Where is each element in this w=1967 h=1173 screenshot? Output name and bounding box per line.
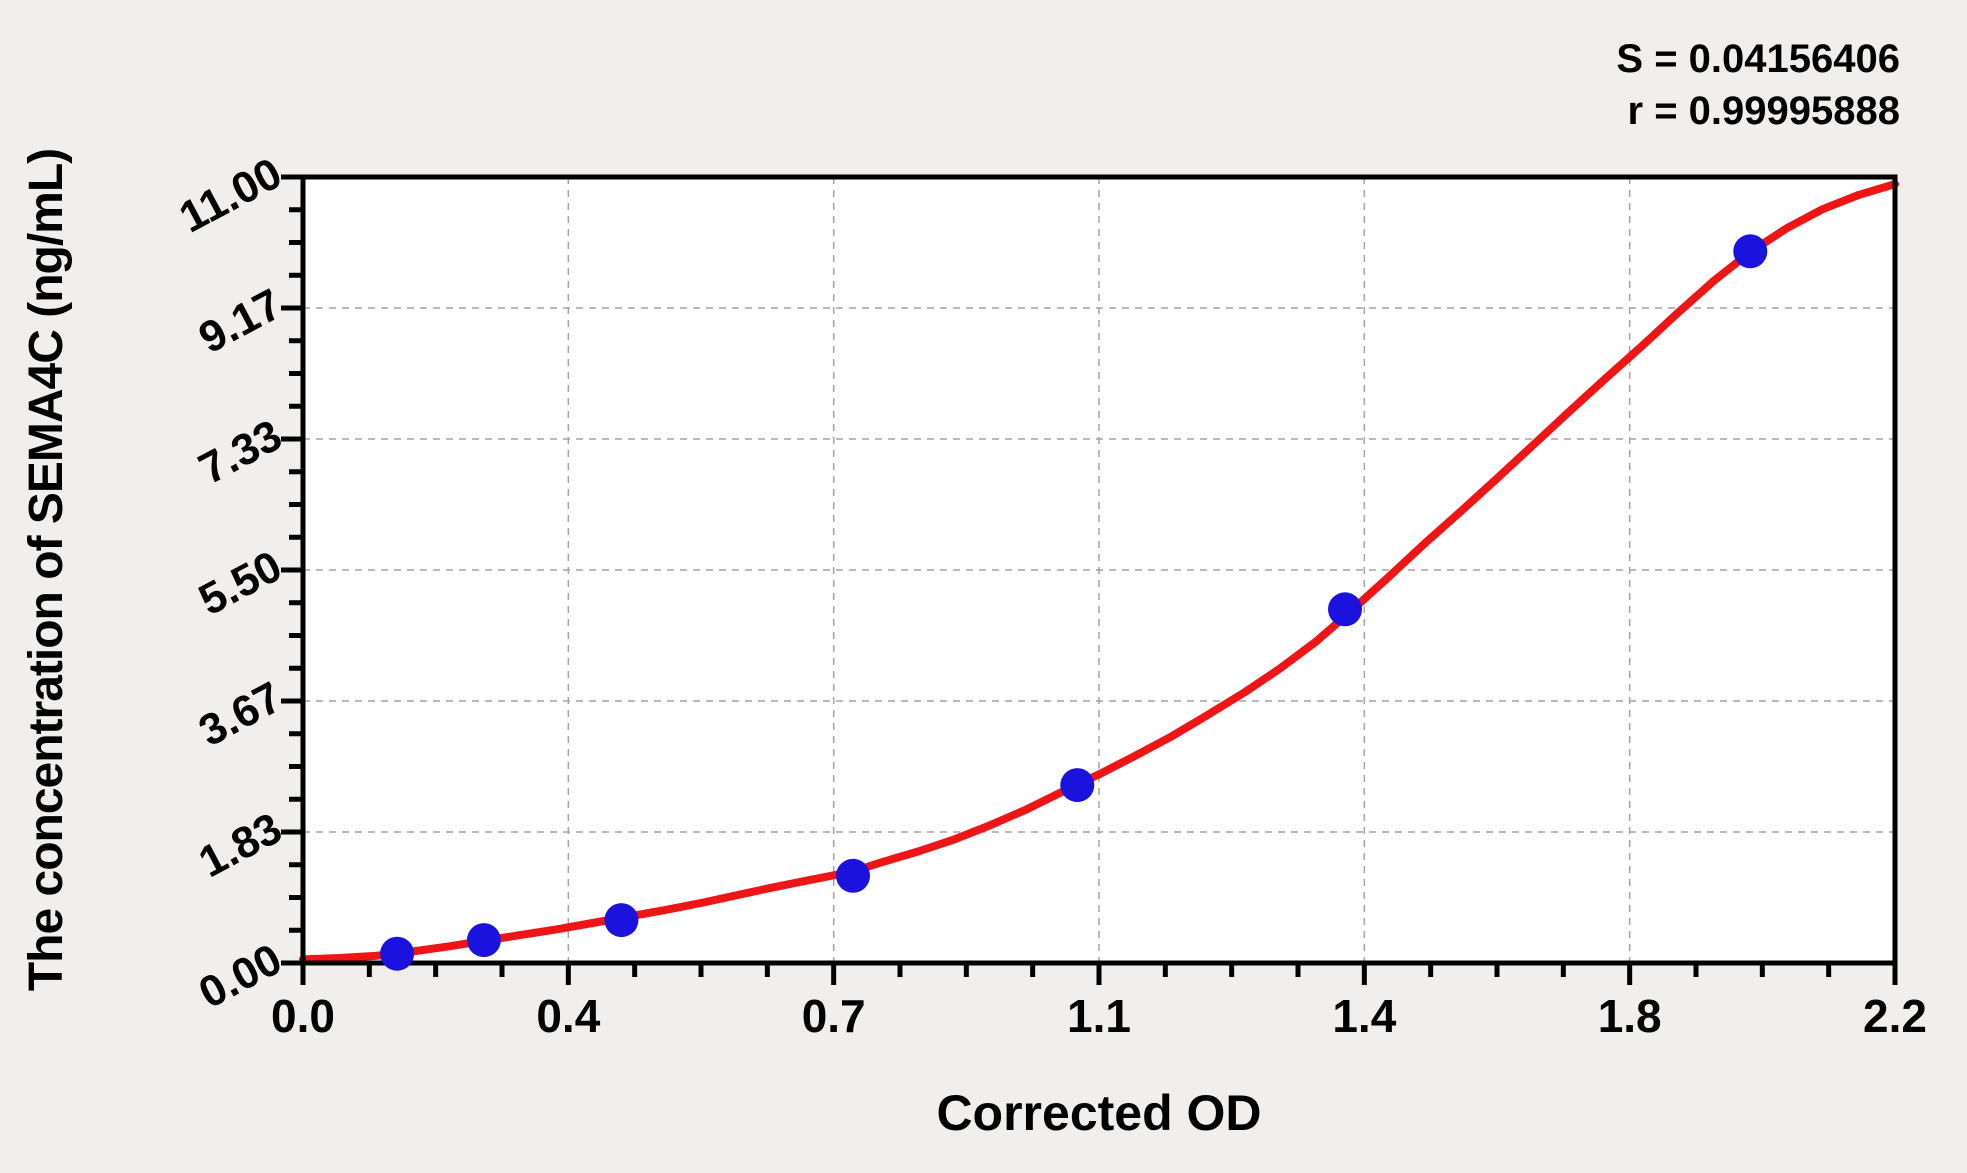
y-tick-label: 1.83: [191, 804, 290, 887]
x-tick-label: 1.1: [1067, 990, 1131, 1042]
s-value-label: S = 0.04156406: [1616, 37, 1900, 81]
x-tick-label: 1.4: [1332, 990, 1396, 1042]
y-tick-label: 3.67: [191, 673, 290, 756]
standard-point: [1733, 234, 1768, 269]
x-tick-label: 1.8: [1598, 990, 1662, 1042]
standard-point: [466, 923, 501, 958]
standard-point: [836, 858, 870, 893]
fitted-curve-layer: [299, 180, 1899, 964]
axis-ticks: [281, 174, 1898, 985]
grid-lines: [303, 177, 1895, 963]
y-tick-label: 9.17: [191, 280, 290, 363]
standard-point: [380, 936, 415, 971]
standard-point: [1060, 768, 1095, 803]
standard-point: [604, 903, 639, 938]
x-tick-label: 0.4: [536, 990, 600, 1042]
standard-points: [380, 234, 1768, 971]
x-tick-label: 0.0: [271, 990, 335, 1042]
r-value-label: r = 0.99995888: [1628, 89, 1900, 133]
y-tick-label: 7.33: [191, 411, 290, 494]
y-axis-title: The concentration of SEMA4C (ng/mL): [20, 149, 73, 991]
y-tick-label: 5.50: [191, 542, 290, 625]
fitted-curve-line: [299, 180, 1899, 964]
standard-point: [1328, 592, 1362, 627]
x-tick-label: 0.7: [802, 990, 866, 1042]
x-tick-label: 2.2: [1863, 990, 1927, 1042]
y-tick-label: 11.00: [172, 149, 290, 243]
x-axis-title: Corrected OD: [936, 1085, 1261, 1141]
